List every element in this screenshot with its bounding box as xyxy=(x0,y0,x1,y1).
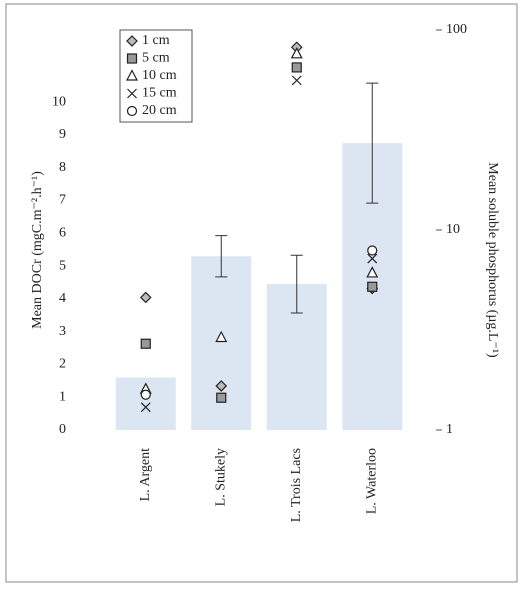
y-tick-label: 10 xyxy=(52,94,66,109)
y2-axis-title: Mean soluble phosphorus (µg.L⁻¹) xyxy=(485,162,500,358)
error-bar xyxy=(215,235,228,278)
x-tick-label: L. Waterloo xyxy=(364,448,379,514)
error-bar-line xyxy=(290,254,303,314)
y2-tick-label: 10 xyxy=(446,222,460,237)
point xyxy=(290,47,303,59)
point xyxy=(367,253,378,264)
bar xyxy=(191,256,252,430)
y-tick-label: 4 xyxy=(59,291,66,306)
x-tick-label: L. Trois Lacs xyxy=(289,448,304,522)
legend-label: 15 cm xyxy=(142,86,177,101)
x-tick-label: L. Argent xyxy=(138,448,153,502)
y2-tick-label: 100 xyxy=(446,22,467,37)
y-tick-label: 8 xyxy=(59,160,66,175)
x-tick-label: L. Stukely xyxy=(213,448,228,506)
legend-label: 10 cm xyxy=(142,68,177,83)
frame xyxy=(5,3,518,583)
point xyxy=(139,291,152,304)
y-tick-label: 7 xyxy=(59,193,66,208)
point xyxy=(140,338,151,349)
legend-marker xyxy=(127,88,137,99)
error-bar-line xyxy=(215,235,228,278)
point xyxy=(215,330,228,343)
point xyxy=(291,62,302,73)
y2-tick-label: 1 xyxy=(446,422,453,437)
y-tick-label: 2 xyxy=(59,357,66,372)
y-tick-label: 0 xyxy=(59,422,66,437)
legend-marker xyxy=(126,105,138,117)
point xyxy=(291,75,302,86)
legend-label: 1 cm xyxy=(142,33,170,48)
legend-marker xyxy=(126,69,138,81)
y-tick-label: 9 xyxy=(59,127,66,142)
point xyxy=(367,245,378,256)
y-tick-label: 3 xyxy=(59,324,66,339)
legend-label: 5 cm xyxy=(142,51,170,66)
y-tick-label: 5 xyxy=(59,258,66,273)
y-tick-label: 6 xyxy=(59,225,66,240)
error-bar xyxy=(366,82,379,204)
y-axis-title: Mean DOCr (mgC.m⁻².h⁻¹) xyxy=(30,171,45,329)
legend-label: 20 cm xyxy=(142,103,177,118)
legend-marker xyxy=(126,35,138,47)
y-tick-label: 1 xyxy=(59,389,66,404)
point xyxy=(215,380,228,392)
error-bar-line xyxy=(366,82,379,204)
point xyxy=(140,389,151,400)
legend-marker xyxy=(126,53,138,64)
error-bar xyxy=(290,254,303,314)
point xyxy=(140,402,151,413)
point xyxy=(367,281,378,292)
point xyxy=(366,266,379,278)
point xyxy=(216,392,227,403)
